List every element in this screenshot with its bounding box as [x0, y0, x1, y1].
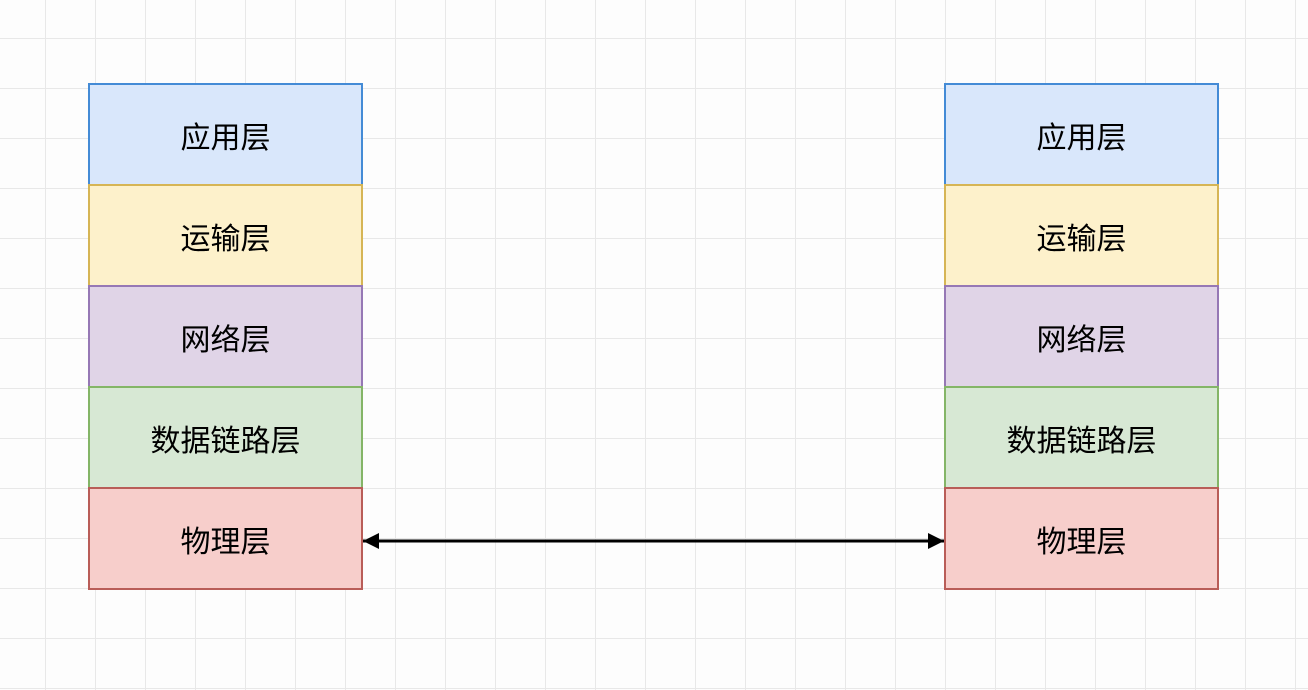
bidirectional-arrow [345, 523, 962, 559]
layer-label: 数据链路层 [151, 416, 301, 460]
arrow-head-right-icon [928, 533, 944, 549]
layer-label: 网络层 [181, 315, 271, 359]
arrow-head-left-icon [363, 533, 379, 549]
layer-label: 应用层 [181, 113, 271, 157]
layer-stack-right: 应用层运输层网络层数据链路层物理层 [944, 83, 1219, 590]
layer-label: 网络层 [1037, 315, 1127, 359]
layer-box-left-4: 物理层 [88, 487, 363, 590]
layer-box-left-2: 网络层 [88, 285, 363, 388]
layer-box-left-0: 应用层 [88, 83, 363, 186]
layer-box-right-4: 物理层 [944, 487, 1219, 590]
layer-box-right-2: 网络层 [944, 285, 1219, 388]
layer-label: 应用层 [1037, 113, 1127, 157]
layer-box-left-3: 数据链路层 [88, 386, 363, 489]
layer-label: 物理层 [181, 517, 271, 561]
layer-label: 物理层 [1037, 517, 1127, 561]
layer-label: 运输层 [1037, 214, 1127, 258]
layer-box-left-1: 运输层 [88, 184, 363, 287]
layer-label: 运输层 [181, 214, 271, 258]
layer-box-right-3: 数据链路层 [944, 386, 1219, 489]
layer-stack-left: 应用层运输层网络层数据链路层物理层 [88, 83, 363, 590]
layer-box-right-1: 运输层 [944, 184, 1219, 287]
layer-box-right-0: 应用层 [944, 83, 1219, 186]
layer-label: 数据链路层 [1007, 416, 1157, 460]
